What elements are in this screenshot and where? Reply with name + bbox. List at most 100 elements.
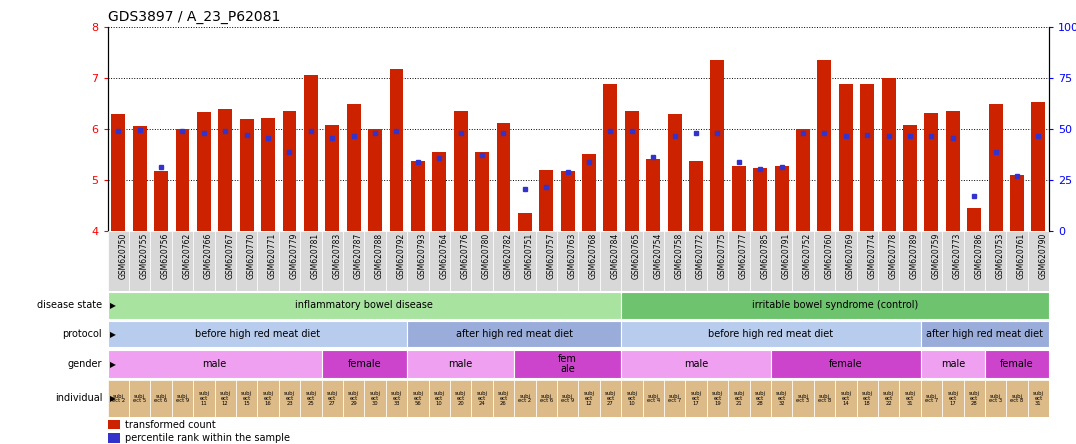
Text: GSM620752: GSM620752 — [803, 233, 812, 279]
Bar — [881, 78, 895, 231]
Bar — [514, 231, 536, 291]
Text: GSM620782: GSM620782 — [504, 233, 512, 279]
Bar — [642, 381, 664, 416]
Text: subj
ect
12: subj ect 12 — [220, 392, 230, 405]
Text: subj
ect 9: subj ect 9 — [561, 394, 575, 403]
Text: GSM620789: GSM620789 — [910, 233, 919, 279]
Bar — [365, 231, 386, 291]
Text: male: male — [940, 359, 965, 369]
Bar — [257, 231, 279, 291]
Bar — [1010, 175, 1024, 231]
Text: subj
ect
29: subj ect 29 — [349, 392, 359, 405]
Bar — [476, 152, 489, 231]
Text: GSM620763: GSM620763 — [568, 233, 577, 279]
Bar — [386, 381, 407, 416]
Bar — [303, 75, 317, 231]
Bar — [108, 231, 129, 291]
Text: GSM620756: GSM620756 — [161, 233, 170, 279]
Text: GSM620764: GSM620764 — [439, 233, 449, 279]
Bar — [108, 381, 129, 416]
Bar — [1032, 102, 1046, 231]
Text: subj
ect
24: subj ect 24 — [477, 392, 487, 405]
Text: subj
ect
20: subj ect 20 — [455, 392, 466, 405]
Text: GSM620781: GSM620781 — [311, 233, 320, 279]
Bar — [775, 166, 789, 231]
Text: subj
ect
33: subj ect 33 — [391, 392, 402, 405]
Text: disease state: disease state — [37, 300, 102, 310]
Bar — [454, 111, 468, 231]
Text: subj
ect
17: subj ect 17 — [947, 392, 959, 405]
Text: subj
ect
10: subj ect 10 — [626, 392, 637, 405]
Bar — [689, 162, 703, 231]
Bar — [493, 231, 514, 291]
Bar — [900, 381, 921, 416]
Text: GSM620750: GSM620750 — [118, 233, 127, 279]
Text: subj
ect
28: subj ect 28 — [968, 392, 980, 405]
Text: GSM620780: GSM620780 — [482, 233, 491, 279]
Bar — [194, 231, 214, 291]
Bar — [878, 231, 900, 291]
Bar — [496, 123, 510, 231]
Bar — [197, 112, 211, 231]
Bar — [514, 381, 536, 416]
Bar — [214, 231, 236, 291]
Bar — [240, 119, 254, 231]
Text: subj
ect
27: subj ect 27 — [327, 392, 338, 405]
Text: GSM620792: GSM620792 — [396, 233, 406, 279]
Text: ▶: ▶ — [110, 301, 115, 310]
Bar — [710, 60, 724, 231]
Bar — [861, 84, 874, 231]
Text: subj
ect
19: subj ect 19 — [712, 392, 723, 405]
Bar — [792, 231, 813, 291]
Bar — [450, 231, 471, 291]
Text: subj
ect 2: subj ect 2 — [519, 394, 532, 403]
Bar — [921, 231, 943, 291]
Bar — [236, 231, 257, 291]
Bar — [813, 231, 835, 291]
Text: GSM620787: GSM620787 — [354, 233, 363, 279]
Bar — [728, 381, 750, 416]
Text: transformed count: transformed count — [125, 420, 215, 430]
Bar — [707, 231, 728, 291]
Bar — [536, 231, 557, 291]
Bar — [151, 231, 172, 291]
Text: GSM620769: GSM620769 — [846, 233, 854, 279]
Text: GSM620754: GSM620754 — [653, 233, 662, 279]
Bar — [839, 84, 853, 231]
Text: GDS3897 / A_23_P62081: GDS3897 / A_23_P62081 — [108, 10, 280, 24]
Text: subj
ect 6: subj ect 6 — [155, 394, 168, 403]
Text: GSM620779: GSM620779 — [289, 233, 298, 279]
Bar — [943, 381, 963, 416]
Text: subj
ect
23: subj ect 23 — [284, 392, 295, 405]
Bar — [792, 381, 813, 416]
Bar — [257, 381, 279, 416]
Bar — [967, 208, 981, 231]
Bar — [813, 381, 835, 416]
Text: GSM620761: GSM620761 — [1017, 233, 1027, 279]
Bar — [172, 381, 194, 416]
Bar — [707, 381, 728, 416]
Bar — [578, 231, 599, 291]
Bar — [343, 381, 365, 416]
Bar — [770, 381, 792, 416]
Text: GSM620762: GSM620762 — [183, 233, 192, 279]
Text: subj
ect
22: subj ect 22 — [883, 392, 894, 405]
Bar — [428, 231, 450, 291]
Bar — [493, 381, 514, 416]
Bar — [300, 381, 322, 416]
Bar — [900, 231, 921, 291]
Text: GSM620775: GSM620775 — [718, 233, 726, 279]
Bar — [753, 168, 767, 231]
Text: subj
ect
16: subj ect 16 — [263, 392, 273, 405]
Bar — [732, 166, 746, 231]
Text: GSM620785: GSM620785 — [761, 233, 769, 279]
Text: GSM620757: GSM620757 — [547, 233, 555, 279]
Text: GSM620759: GSM620759 — [932, 233, 940, 279]
Bar — [518, 213, 532, 231]
Bar — [621, 231, 642, 291]
Text: protocol: protocol — [62, 329, 102, 339]
Text: GSM620778: GSM620778 — [889, 233, 897, 279]
Text: female: female — [829, 359, 863, 369]
Text: male: male — [684, 359, 708, 369]
Bar — [407, 231, 428, 291]
